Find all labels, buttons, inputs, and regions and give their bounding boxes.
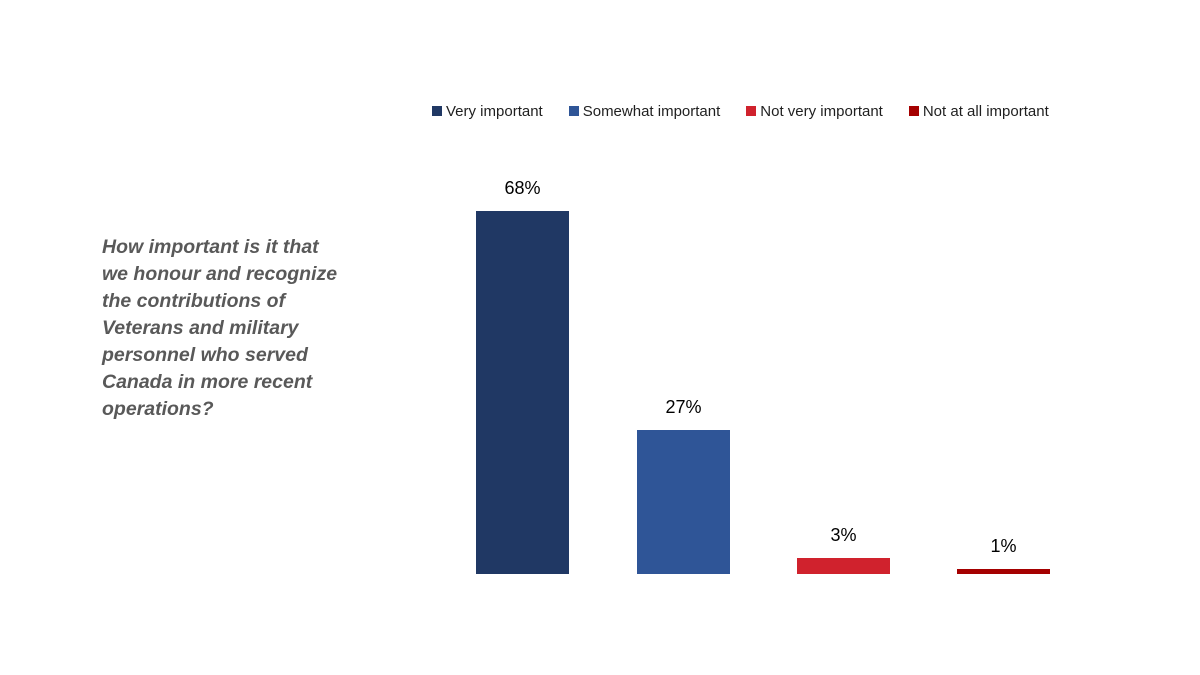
- survey-question: How important is it that we honour and r…: [102, 236, 338, 420]
- legend-item-not-at-all-important: Not at all important: [908, 102, 1049, 120]
- legend-swatch: [746, 106, 757, 116]
- bar-value-label: 68%: [504, 177, 541, 198]
- legend-label: Very important: [446, 102, 543, 120]
- bar-value-label: 1%: [990, 536, 1017, 556]
- legend-swatch: [908, 106, 919, 116]
- bar-somewhat-important: [637, 429, 730, 574]
- legend-label: Not very important: [760, 102, 883, 120]
- chart-legend: Very important Somewhat important Not ve…: [432, 101, 1049, 121]
- bar-value-label: 3%: [830, 524, 857, 545]
- legend-label: Somewhat important: [582, 102, 721, 120]
- bar-not-at-all-important: [957, 569, 1050, 574]
- bar-very-important: [476, 210, 569, 574]
- legend-item-not-very-important: Not very important: [746, 103, 883, 120]
- legend-label: Not at all important: [922, 102, 1049, 120]
- legend-item-somewhat-important: Somewhat important: [568, 102, 721, 120]
- bar-not-very-important: [797, 557, 890, 574]
- legend-swatch: [432, 106, 442, 116]
- bar-value-label: 27%: [665, 396, 702, 417]
- legend-item-very-important: Very important: [432, 103, 543, 120]
- legend-swatch: [568, 106, 579, 116]
